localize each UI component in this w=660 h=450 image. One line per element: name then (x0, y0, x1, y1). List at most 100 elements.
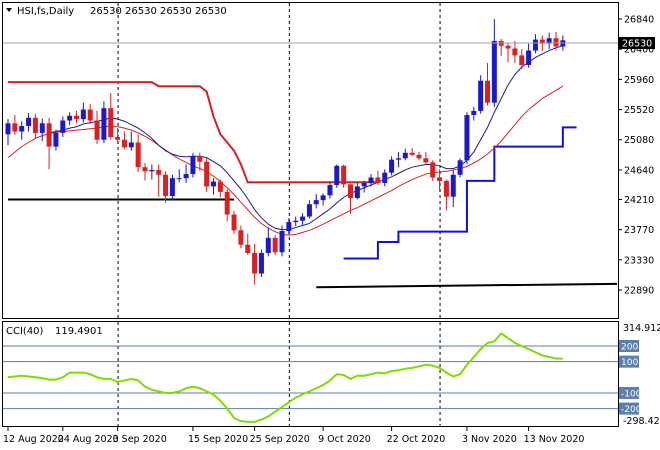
candle-body-39 (272, 237, 278, 253)
candle-79 (546, 32, 552, 50)
candle-body-63 (437, 177, 443, 181)
candle-4 (32, 113, 38, 139)
date-tick-label-1: 24 Aug 2020 (58, 434, 119, 445)
candle-11 (80, 102, 86, 123)
candle-1 (12, 115, 18, 135)
candle-56 (389, 156, 395, 176)
candle-18 (128, 131, 134, 151)
candle-body-11 (80, 109, 86, 120)
candle-body-29 (204, 161, 210, 187)
candle-66 (457, 158, 463, 178)
cci-levels: 200 100 -100 -200 (3, 339, 642, 415)
candle-5 (39, 118, 45, 142)
candle-body-28 (197, 156, 203, 162)
period-separators (117, 3, 441, 318)
price-tick-label-9: 22890 (624, 286, 654, 297)
price-tick-label-6: 24210 (624, 195, 654, 206)
candle-17 (121, 131, 127, 150)
price-tick-label-4: 25080 (624, 135, 654, 146)
candle-body-56 (389, 159, 395, 173)
candle-52 (361, 180, 367, 193)
candle-26 (183, 164, 189, 183)
resistance-segment-0 (8, 81, 255, 184)
candle-body-69 (478, 80, 484, 111)
candle-40 (279, 225, 285, 257)
candle-20 (142, 163, 148, 181)
candle-8 (60, 116, 66, 138)
price-header: HSI,fs,Daily 26530 26530 26530 26530 (6, 6, 227, 17)
candle-67 (464, 112, 470, 164)
current-price-value: 26530 (622, 39, 652, 50)
cci-level-tag-0 (619, 339, 639, 352)
price-tick-label-7: 23770 (624, 225, 654, 236)
candle-45 (313, 193, 319, 209)
candle-58 (402, 148, 408, 161)
candle-43 (300, 213, 306, 225)
candle-37 (258, 249, 264, 277)
cci-label: CCI(40) (6, 326, 44, 337)
candle-39 (272, 235, 278, 256)
candle-body-59 (409, 152, 415, 155)
candle-60 (416, 152, 422, 161)
candle-50 (348, 183, 353, 214)
collapse-triangle-icon[interactable] (6, 8, 12, 12)
candle-34 (238, 225, 244, 249)
candle-46 (320, 193, 326, 206)
candle-body-62 (430, 162, 436, 178)
candle-body-36 (252, 252, 258, 274)
candle-28 (197, 152, 203, 171)
candle-body-5 (39, 123, 45, 133)
candle-body-31 (217, 181, 223, 192)
candle-10 (74, 110, 79, 124)
candle-body-43 (300, 216, 306, 221)
price-tick-label-2: 25960 (624, 75, 654, 86)
cci-level-label-3: -200 (621, 405, 642, 415)
price-tick-label-1: 26400 (624, 45, 654, 56)
candle-68 (471, 106, 477, 121)
candle-body-66 (457, 160, 463, 175)
candle-64 (443, 179, 449, 211)
candle-38 (265, 227, 271, 257)
candle-body-3 (26, 117, 32, 127)
candle-body-51 (354, 186, 360, 199)
candle-body-46 (320, 195, 326, 201)
candle-6 (46, 117, 52, 170)
candle-body-25 (176, 178, 182, 180)
candle-42 (293, 216, 299, 227)
candle-77 (532, 34, 538, 54)
cci-current-value: 119.4901 (55, 326, 103, 337)
candle-body-65 (450, 174, 456, 197)
ma-slow-line (7, 85, 564, 236)
candle-body-74 (512, 48, 518, 56)
candle-62 (430, 160, 436, 181)
price-panel (2, 3, 618, 318)
candle-body-79 (546, 38, 552, 44)
cci-level-tag-3 (619, 402, 639, 415)
candle-body-8 (60, 120, 66, 133)
candle-15 (108, 93, 114, 140)
candle-23 (163, 171, 169, 203)
candle-body-47 (327, 185, 333, 196)
candle-12 (87, 104, 93, 124)
candle-2 (19, 121, 25, 140)
support-line (343, 126, 577, 260)
support-path (343, 126, 577, 260)
candle-24 (169, 174, 175, 201)
date-tick-label-0: 12 Aug 2020 (3, 434, 64, 445)
candles (5, 19, 566, 285)
candle-body-52 (361, 182, 367, 187)
date-tick-label-4: 25 Sep 2020 (250, 434, 310, 445)
cci-axis: 314.9128 -298.4227 (623, 323, 660, 427)
candle-body-48 (334, 165, 340, 186)
long-ma-line (8, 198, 618, 289)
price-axis: 26840 26400 25960 25520 25080 24640 24210 23770… (618, 15, 654, 297)
candle-body-60 (416, 154, 422, 159)
candle-9 (67, 112, 73, 126)
candle-21 (149, 164, 155, 180)
symbol-label: HSI,fs,Daily (17, 6, 74, 17)
cci-level-label-2: -100 (621, 389, 642, 399)
candle-body-54 (375, 177, 381, 183)
candle-36 (252, 244, 258, 285)
